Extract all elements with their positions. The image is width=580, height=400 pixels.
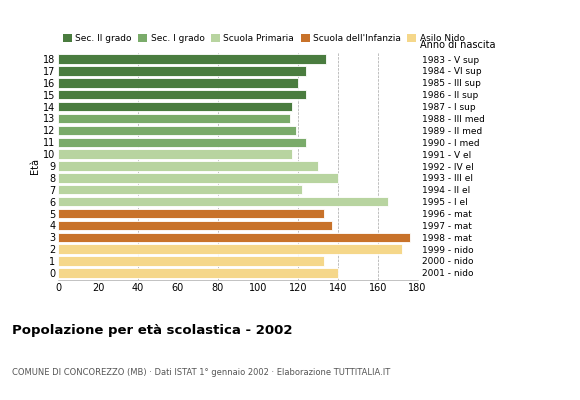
Bar [58, 114, 290, 123]
Text: Popolazione per età scolastica - 2002: Popolazione per età scolastica - 2002 [12, 324, 292, 337]
Bar [58, 78, 298, 88]
Bar [58, 209, 324, 218]
Bar [58, 126, 296, 135]
Bar [58, 173, 338, 182]
Text: Anno di nascita: Anno di nascita [420, 40, 496, 50]
Bar [58, 244, 401, 254]
Bar [58, 233, 409, 242]
Bar [58, 161, 318, 171]
Bar [58, 185, 302, 194]
Bar [58, 54, 326, 64]
Bar [58, 90, 306, 99]
Bar [58, 150, 292, 159]
Bar [58, 221, 332, 230]
Bar [58, 256, 324, 266]
Text: COMUNE DI CONCOREZZO (MB) · Dati ISTAT 1° gennaio 2002 · Elaborazione TUTTITALIA: COMUNE DI CONCOREZZO (MB) · Dati ISTAT 1… [12, 368, 390, 377]
Bar [58, 138, 306, 147]
Bar [58, 268, 338, 278]
Bar [58, 66, 306, 76]
Legend: Sec. II grado, Sec. I grado, Scuola Primaria, Scuola dell'Infanzia, Asilo Nido: Sec. II grado, Sec. I grado, Scuola Prim… [63, 34, 465, 43]
Y-axis label: Età: Età [30, 158, 40, 174]
Bar [58, 102, 292, 111]
Bar [58, 197, 387, 206]
